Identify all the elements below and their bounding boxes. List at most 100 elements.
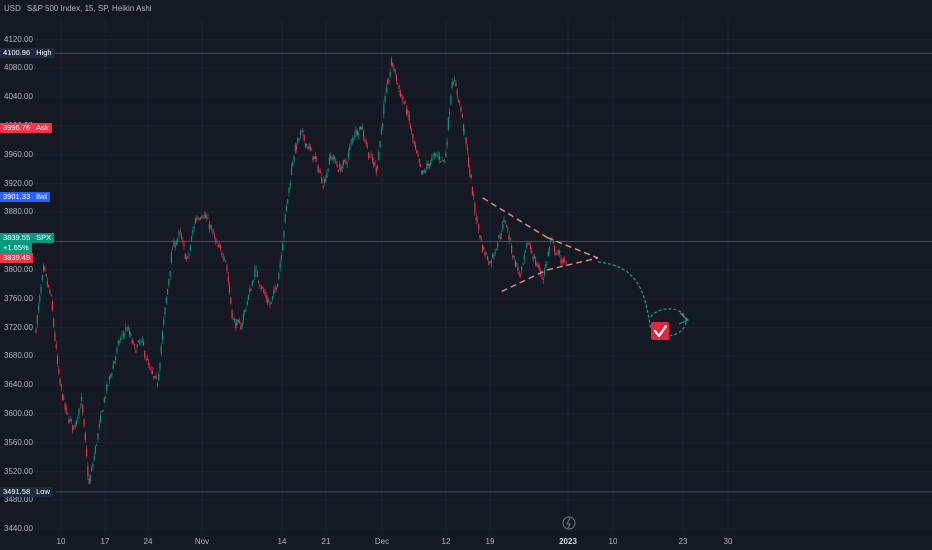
candle-body: [188, 253, 190, 256]
candle-body: [274, 288, 276, 290]
candle-body: [149, 367, 151, 369]
candle-body: [322, 185, 324, 187]
candle-body: [500, 234, 503, 236]
candle-body: [392, 62, 394, 66]
last-price-value: 3839.55: [3, 233, 31, 243]
candle-body: [543, 270, 546, 275]
x-tick-label: 24: [143, 537, 153, 546]
candle-body: [54, 333, 56, 341]
candle-body: [189, 246, 191, 251]
candle-body: [507, 228, 509, 230]
candle-body: [555, 252, 557, 255]
candle-body: [245, 309, 247, 311]
candle-body: [436, 154, 438, 156]
x-tick-label: Nov: [194, 537, 210, 546]
candle-body: [101, 410, 103, 413]
candle-body: [394, 70, 396, 72]
candle-body: [416, 151, 418, 153]
x-tick-label: 2023: [559, 537, 577, 546]
candle-body: [443, 160, 446, 163]
candle-body: [92, 464, 94, 467]
candle-body: [332, 157, 334, 160]
candle-body: [345, 160, 347, 163]
candle-body: [172, 248, 174, 250]
candle-body: [313, 156, 315, 160]
candle-body: [170, 252, 172, 264]
high-price-tag: 4100.96 High: [0, 48, 55, 59]
candle-body: [230, 297, 232, 304]
candle-body: [270, 301, 272, 303]
candle-body: [44, 266, 46, 271]
candle-body: [531, 251, 533, 253]
candle-body: [421, 170, 423, 175]
candle-body: [373, 162, 375, 166]
candle-body: [123, 333, 126, 336]
candle-body: [251, 281, 253, 286]
candle-body: [306, 144, 308, 146]
candle-body: [408, 114, 410, 121]
candle-body: [84, 432, 86, 441]
candle-body: [512, 255, 514, 258]
candle-body: [398, 85, 400, 89]
candle-body: [545, 264, 547, 268]
candle-body: [51, 301, 54, 311]
candle-body: [207, 217, 209, 220]
candle-body: [212, 230, 214, 235]
candle-body: [221, 252, 223, 256]
candle-body: [508, 235, 510, 240]
candle-body: [374, 163, 376, 165]
candle-body: [498, 234, 500, 239]
candle-body: [342, 160, 344, 165]
candle-body: [256, 271, 258, 278]
candle-body: [341, 166, 343, 170]
candle-body: [518, 272, 520, 276]
check-icon: [653, 324, 668, 338]
candle-body: [282, 243, 284, 251]
triangle-lower-extension: [546, 257, 599, 271]
candle-body: [452, 82, 455, 85]
candle-body: [370, 153, 372, 155]
candle-body: [285, 205, 288, 211]
candle-body: [254, 269, 256, 278]
candle-body: [288, 187, 290, 193]
candle-body: [295, 145, 298, 150]
candle-body: [273, 289, 275, 295]
candle-body: [526, 243, 528, 248]
candle-body: [199, 218, 202, 220]
candle-body: [352, 137, 355, 139]
candle-body: [399, 91, 401, 96]
candle-body: [261, 286, 264, 288]
candle-body: [554, 246, 556, 252]
candle-body: [333, 157, 336, 160]
projection-arrowhead: [678, 312, 690, 325]
candle-body: [536, 264, 538, 267]
last-price-tag: 3839.55 SPX: [0, 233, 55, 244]
candle-body: [331, 156, 333, 159]
candle-body: [232, 319, 234, 320]
candle-body: [153, 375, 155, 377]
candle-body: [125, 327, 127, 330]
candle-body: [441, 157, 443, 159]
candle-body: [250, 289, 252, 291]
candle-body: [454, 79, 456, 82]
y-tick-label: 4080.00: [4, 63, 33, 73]
candle-body: [64, 402, 66, 409]
candle-body: [263, 290, 265, 293]
instrument-title[interactable]: S&P 500 Index, 15, SP, Heikin Ashi: [26, 4, 152, 13]
candle-body: [309, 147, 312, 150]
triangle-upper-extension: [546, 236, 599, 259]
candle-body: [42, 265, 45, 270]
candle-body: [456, 90, 458, 96]
candle-body: [132, 341, 134, 343]
candle-body: [223, 258, 226, 260]
candle-body: [49, 290, 51, 294]
candle-body: [524, 250, 527, 253]
candle-body: [299, 131, 301, 136]
candle-body: [384, 96, 386, 102]
candle-body: [163, 319, 165, 325]
x-tick-label: 17: [100, 537, 110, 546]
candle-body: [359, 126, 361, 130]
candle-body: [165, 298, 167, 303]
candle-body: [371, 156, 374, 161]
